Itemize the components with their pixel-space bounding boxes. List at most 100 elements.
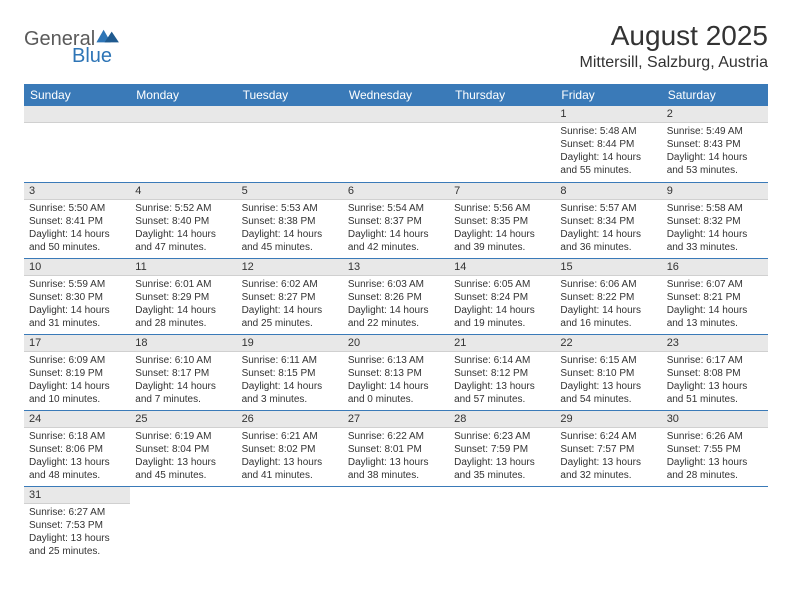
col-monday: Monday — [130, 84, 236, 106]
day-line: Sunrise: 6:03 AM — [348, 278, 444, 291]
calendar-cell: 12Sunrise: 6:02 AMSunset: 8:27 PMDayligh… — [237, 258, 343, 334]
day-details: Sunrise: 5:57 AMSunset: 8:34 PMDaylight:… — [555, 200, 661, 256]
day-number: 18 — [130, 335, 236, 352]
day-line: Daylight: 13 hours — [135, 456, 231, 469]
calendar-cell: 29Sunrise: 6:24 AMSunset: 7:57 PMDayligh… — [555, 410, 661, 486]
day-line: Daylight: 13 hours — [560, 380, 656, 393]
day-number: 20 — [343, 335, 449, 352]
day-details: Sunrise: 6:15 AMSunset: 8:10 PMDaylight:… — [555, 352, 661, 408]
day-line: and 31 minutes. — [29, 317, 125, 330]
calendar-cell: 17Sunrise: 6:09 AMSunset: 8:19 PMDayligh… — [24, 334, 130, 410]
day-line: Sunrise: 6:11 AM — [242, 354, 338, 367]
col-sunday: Sunday — [24, 84, 130, 106]
calendar-cell: 2Sunrise: 5:49 AMSunset: 8:43 PMDaylight… — [662, 106, 768, 182]
calendar-cell: 25Sunrise: 6:19 AMSunset: 8:04 PMDayligh… — [130, 410, 236, 486]
day-number: 14 — [449, 259, 555, 276]
day-line: and 45 minutes. — [242, 241, 338, 254]
day-line: Sunrise: 6:05 AM — [454, 278, 550, 291]
day-number: 9 — [662, 183, 768, 200]
day-line: Sunset: 8:01 PM — [348, 443, 444, 456]
day-line: Daylight: 14 hours — [242, 304, 338, 317]
day-line: Sunset: 7:59 PM — [454, 443, 550, 456]
day-line: and 47 minutes. — [135, 241, 231, 254]
day-line: Sunset: 8:08 PM — [667, 367, 763, 380]
day-details: Sunrise: 6:19 AMSunset: 8:04 PMDaylight:… — [130, 428, 236, 484]
day-line: and 28 minutes. — [667, 469, 763, 482]
day-line: and 19 minutes. — [454, 317, 550, 330]
day-line: and 41 minutes. — [242, 469, 338, 482]
calendar-cell: 7Sunrise: 5:56 AMSunset: 8:35 PMDaylight… — [449, 182, 555, 258]
day-line: Sunset: 7:57 PM — [560, 443, 656, 456]
day-number: 22 — [555, 335, 661, 352]
day-line: Daylight: 14 hours — [667, 304, 763, 317]
title-block: August 2025 Mittersill, Salzburg, Austri… — [579, 20, 768, 72]
day-details: Sunrise: 6:17 AMSunset: 8:08 PMDaylight:… — [662, 352, 768, 408]
day-line: Sunset: 8:29 PM — [135, 291, 231, 304]
day-details: Sunrise: 6:07 AMSunset: 8:21 PMDaylight:… — [662, 276, 768, 332]
day-line: Daylight: 13 hours — [667, 456, 763, 469]
day-line: Sunrise: 6:07 AM — [667, 278, 763, 291]
day-line: Sunrise: 6:10 AM — [135, 354, 231, 367]
logo: GeneralBlue — [24, 20, 122, 68]
day-line: Sunrise: 5:59 AM — [29, 278, 125, 291]
day-line: Daylight: 14 hours — [242, 228, 338, 241]
calendar-row: 31Sunrise: 6:27 AMSunset: 7:53 PMDayligh… — [24, 486, 768, 562]
day-number: 7 — [449, 183, 555, 200]
day-number: 4 — [130, 183, 236, 200]
day-details: Sunrise: 5:52 AMSunset: 8:40 PMDaylight:… — [130, 200, 236, 256]
day-line: Sunrise: 5:53 AM — [242, 202, 338, 215]
day-line: Daylight: 14 hours — [29, 304, 125, 317]
calendar-cell: 31Sunrise: 6:27 AMSunset: 7:53 PMDayligh… — [24, 486, 130, 562]
day-line: Daylight: 14 hours — [29, 380, 125, 393]
calendar-cell: 26Sunrise: 6:21 AMSunset: 8:02 PMDayligh… — [237, 410, 343, 486]
calendar-cell — [237, 486, 343, 562]
day-line: Sunrise: 5:58 AM — [667, 202, 763, 215]
calendar-row: 3Sunrise: 5:50 AMSunset: 8:41 PMDaylight… — [24, 182, 768, 258]
day-line: and 16 minutes. — [560, 317, 656, 330]
day-line: and 54 minutes. — [560, 393, 656, 406]
day-line: Sunrise: 6:09 AM — [29, 354, 125, 367]
day-line: Sunset: 8:27 PM — [242, 291, 338, 304]
day-details: Sunrise: 6:03 AMSunset: 8:26 PMDaylight:… — [343, 276, 449, 332]
day-line: Sunrise: 6:02 AM — [242, 278, 338, 291]
day-details: Sunrise: 5:48 AMSunset: 8:44 PMDaylight:… — [555, 123, 661, 179]
day-line: Sunrise: 6:17 AM — [667, 354, 763, 367]
col-wednesday: Wednesday — [343, 84, 449, 106]
day-number: 24 — [24, 411, 130, 428]
calendar-cell — [24, 106, 130, 182]
day-line: Daylight: 14 hours — [29, 228, 125, 241]
day-line: and 33 minutes. — [667, 241, 763, 254]
day-line: and 53 minutes. — [667, 164, 763, 177]
day-details: Sunrise: 5:59 AMSunset: 8:30 PMDaylight:… — [24, 276, 130, 332]
day-line: Sunset: 8:26 PM — [348, 291, 444, 304]
day-line: Sunrise: 6:27 AM — [29, 506, 125, 519]
col-tuesday: Tuesday — [237, 84, 343, 106]
day-line: Sunrise: 5:56 AM — [454, 202, 550, 215]
day-line: Sunset: 8:02 PM — [242, 443, 338, 456]
day-line: Sunset: 8:10 PM — [560, 367, 656, 380]
location: Mittersill, Salzburg, Austria — [579, 54, 768, 72]
day-line: Sunset: 7:53 PM — [29, 519, 125, 532]
day-number: 25 — [130, 411, 236, 428]
day-details: Sunrise: 6:10 AMSunset: 8:17 PMDaylight:… — [130, 352, 236, 408]
day-number: 2 — [662, 106, 768, 123]
day-details: Sunrise: 5:58 AMSunset: 8:32 PMDaylight:… — [662, 200, 768, 256]
calendar-table: Sunday Monday Tuesday Wednesday Thursday… — [24, 84, 768, 562]
calendar-row: 1Sunrise: 5:48 AMSunset: 8:44 PMDaylight… — [24, 106, 768, 182]
day-line: Sunset: 8:35 PM — [454, 215, 550, 228]
day-line: Sunrise: 6:06 AM — [560, 278, 656, 291]
logo-text-general: General — [24, 28, 95, 50]
calendar-row: 24Sunrise: 6:18 AMSunset: 8:06 PMDayligh… — [24, 410, 768, 486]
day-line: and 35 minutes. — [454, 469, 550, 482]
calendar-cell: 10Sunrise: 5:59 AMSunset: 8:30 PMDayligh… — [24, 258, 130, 334]
col-thursday: Thursday — [449, 84, 555, 106]
day-line: and 25 minutes. — [29, 545, 125, 558]
day-details: Sunrise: 5:54 AMSunset: 8:37 PMDaylight:… — [343, 200, 449, 256]
day-line: Daylight: 13 hours — [242, 456, 338, 469]
day-line: Daylight: 14 hours — [667, 228, 763, 241]
day-line: Daylight: 14 hours — [348, 228, 444, 241]
calendar-row: 17Sunrise: 6:09 AMSunset: 8:19 PMDayligh… — [24, 334, 768, 410]
day-line: Daylight: 14 hours — [560, 228, 656, 241]
day-line: Daylight: 14 hours — [454, 304, 550, 317]
day-line: Sunrise: 6:18 AM — [29, 430, 125, 443]
